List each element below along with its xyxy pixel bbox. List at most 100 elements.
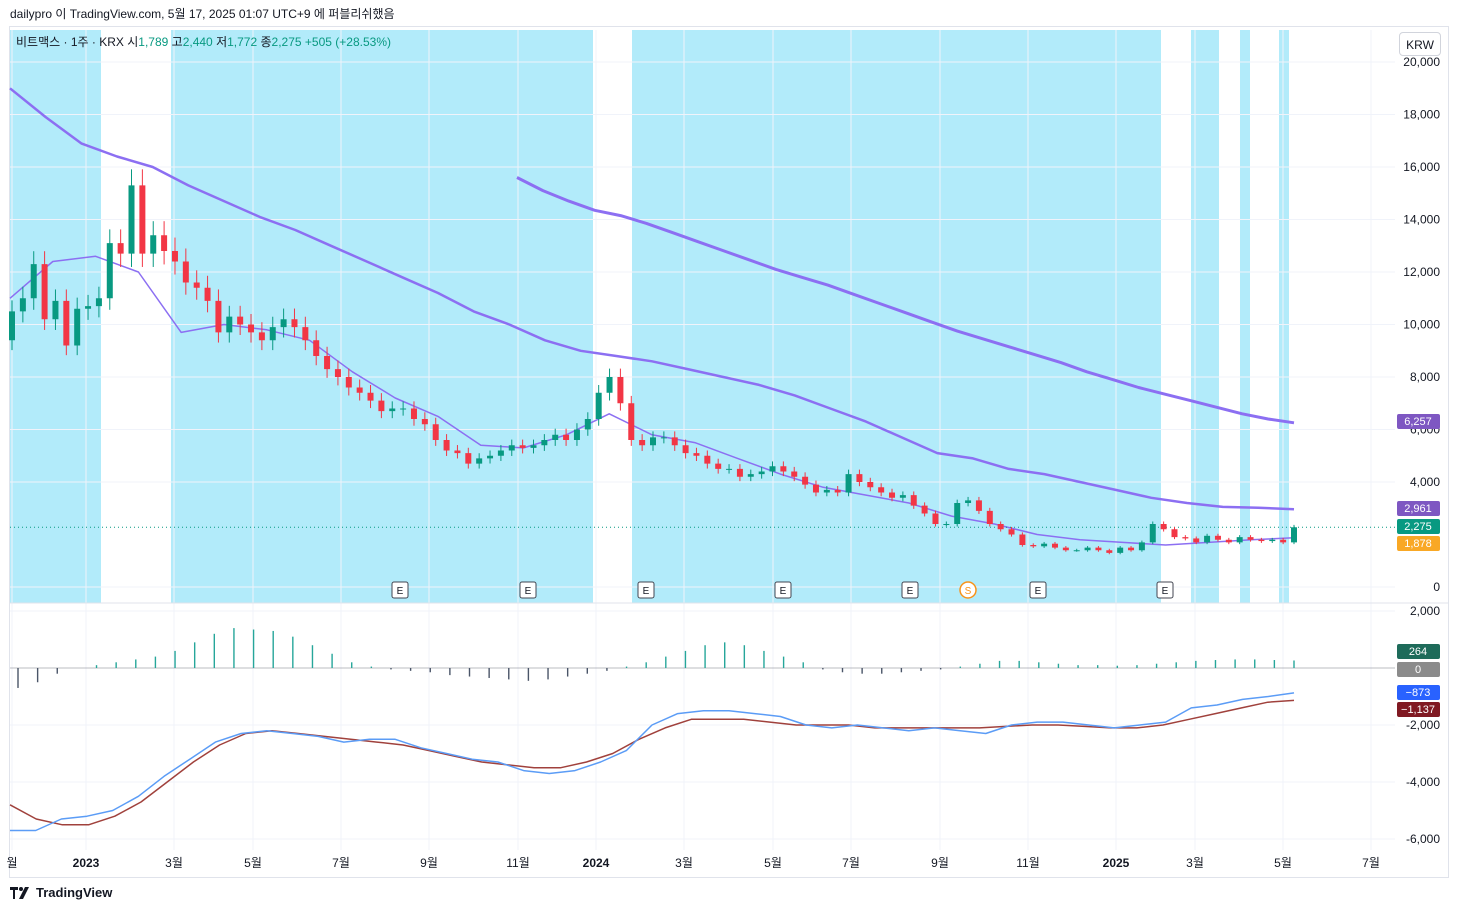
candle[interactable] (889, 488, 896, 502)
candle[interactable] (182, 248, 189, 295)
candle[interactable] (237, 305, 244, 335)
candle[interactable] (9, 300, 15, 351)
candle[interactable] (476, 453, 483, 469)
candle[interactable] (769, 461, 776, 477)
candle[interactable] (899, 491, 906, 502)
candle[interactable] (1095, 546, 1102, 552)
candle[interactable] (161, 221, 168, 265)
candle[interactable] (1084, 546, 1091, 552)
candle[interactable] (1106, 548, 1113, 555)
candle[interactable] (595, 384, 602, 426)
candle[interactable] (563, 428, 570, 446)
candle[interactable] (1236, 535, 1243, 545)
candle[interactable] (812, 480, 819, 497)
candle[interactable] (1291, 524, 1297, 545)
candle[interactable] (1247, 535, 1254, 542)
candle[interactable] (324, 346, 331, 378)
candle[interactable] (171, 237, 178, 275)
candle[interactable] (552, 428, 559, 446)
candle[interactable] (258, 322, 265, 351)
candle[interactable] (508, 439, 515, 456)
candle[interactable] (1204, 533, 1211, 545)
candle[interactable] (400, 401, 407, 416)
candle[interactable] (302, 316, 309, 351)
event-marker[interactable]: E (901, 581, 919, 599)
candle[interactable] (410, 401, 417, 426)
candle[interactable] (1182, 535, 1189, 541)
candle[interactable] (682, 439, 689, 459)
candle[interactable] (85, 294, 92, 320)
candle[interactable] (802, 472, 809, 489)
candle[interactable] (878, 483, 885, 497)
candle[interactable] (1193, 536, 1200, 545)
candle[interactable] (226, 305, 233, 343)
candle[interactable] (932, 510, 939, 527)
currency-button[interactable]: KRW (1399, 32, 1441, 56)
candle[interactable] (63, 289, 70, 356)
candle[interactable] (747, 469, 754, 482)
candle[interactable] (128, 169, 135, 267)
candle[interactable] (1225, 537, 1232, 545)
candle[interactable] (367, 384, 374, 409)
candle[interactable] (660, 431, 667, 444)
candle[interactable] (454, 445, 461, 459)
candle[interactable] (291, 308, 298, 338)
candle[interactable] (193, 270, 200, 300)
candle[interactable] (465, 447, 472, 469)
candle[interactable] (845, 469, 852, 497)
candle[interactable] (704, 450, 711, 469)
candle[interactable] (1117, 546, 1124, 555)
candle[interactable] (1051, 541, 1058, 550)
candle[interactable] (867, 477, 874, 492)
candle[interactable] (780, 461, 787, 477)
candle[interactable] (1138, 540, 1145, 552)
candle[interactable] (1041, 541, 1048, 548)
candle[interactable] (639, 434, 646, 451)
candle[interactable] (617, 368, 624, 411)
candle[interactable] (269, 316, 276, 351)
candle[interactable] (671, 431, 678, 451)
event-marker[interactable]: E (774, 581, 792, 599)
candle[interactable] (726, 464, 733, 474)
candle[interactable] (693, 447, 700, 461)
candle[interactable] (1258, 537, 1265, 543)
candle[interactable] (41, 251, 48, 330)
candle[interactable] (1160, 521, 1167, 532)
candle[interactable] (530, 439, 537, 454)
legend-symbol[interactable]: 비트맥스 · 1주 · KRX (16, 35, 124, 49)
event-marker[interactable]: E (1029, 581, 1047, 599)
candle[interactable] (248, 314, 255, 343)
candle[interactable] (628, 395, 635, 446)
candle[interactable] (823, 485, 830, 497)
candle[interactable] (1214, 533, 1221, 542)
candle[interactable] (943, 521, 950, 527)
candle[interactable] (421, 412, 428, 431)
candle[interactable] (1062, 546, 1069, 552)
candle[interactable] (856, 469, 863, 487)
candle[interactable] (106, 229, 113, 310)
candle[interactable] (1171, 526, 1178, 540)
candle[interactable] (345, 368, 352, 396)
candle[interactable] (584, 412, 591, 436)
candle[interactable] (497, 445, 504, 461)
candle[interactable] (1019, 532, 1026, 547)
candle[interactable] (519, 439, 526, 454)
candle[interactable] (965, 496, 972, 507)
candle[interactable] (650, 431, 656, 451)
candle[interactable] (19, 286, 26, 323)
candle[interactable] (1073, 548, 1080, 552)
candle[interactable] (52, 289, 59, 330)
candle[interactable] (487, 450, 494, 464)
event-marker[interactable]: E (1156, 581, 1174, 599)
candle[interactable] (541, 434, 548, 451)
candle[interactable] (280, 308, 287, 338)
candle[interactable] (432, 417, 439, 446)
event-marker[interactable]: E (519, 581, 537, 599)
candle[interactable] (30, 251, 37, 310)
candle[interactable] (834, 485, 841, 497)
candle[interactable] (1030, 543, 1037, 548)
candle[interactable] (334, 360, 341, 386)
candle[interactable] (758, 466, 765, 479)
candle[interactable] (443, 434, 450, 456)
